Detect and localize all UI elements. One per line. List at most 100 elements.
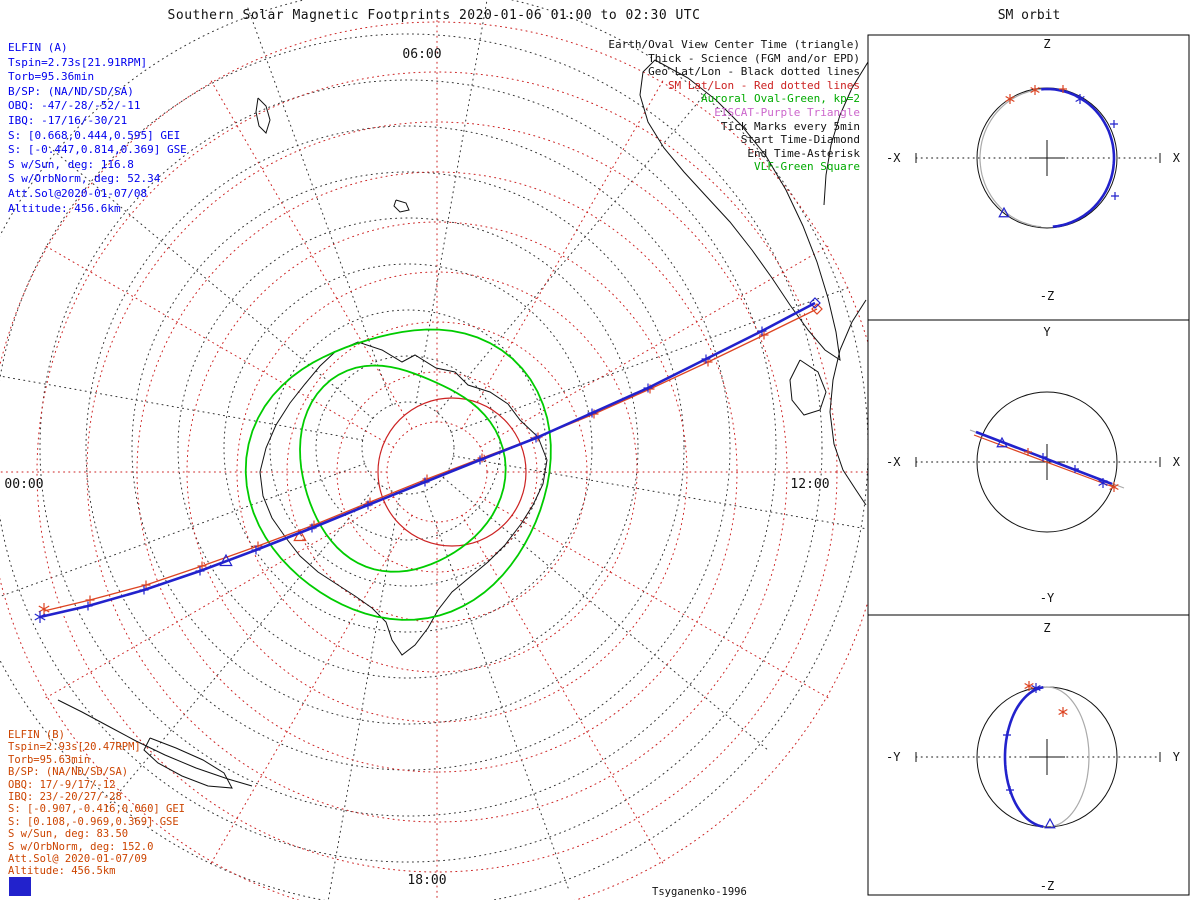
elfin-a-line: S w/Sun, deg: 116.8	[8, 157, 134, 171]
sm-orbit-title: SM orbit	[997, 8, 1061, 23]
axis-label: Z	[1043, 621, 1050, 635]
axis-label: -X	[886, 151, 901, 165]
axis-label: Y	[1043, 325, 1051, 339]
plus-marker	[1059, 85, 1067, 93]
plus-marker	[420, 477, 430, 487]
ast-marker	[1024, 681, 1034, 691]
center-cross	[1029, 739, 1065, 775]
geo-grid-radial	[442, 477, 769, 751]
map-title: Southern Solar Magnetic Footprints 2020-…	[167, 8, 701, 23]
ast-marker	[1058, 707, 1068, 717]
elfin-a-footprint-track	[39, 301, 816, 619]
geo-grid-circle	[269, 309, 547, 587]
legend-line: SM Lat/Lon - Red dotted lines	[667, 78, 860, 92]
sm-grid-radial	[42, 244, 395, 448]
geo-grid-radial	[0, 463, 366, 598]
elfin-a-line: S: [0.668,0.444,0.595] GEI	[8, 128, 181, 142]
elfin-b-line: Tspin=2.93s[20.47RPM]	[8, 741, 141, 754]
geo-grid-radial	[327, 492, 401, 900]
geo-grid-circle	[85, 125, 731, 771]
orbit-science-arc	[1041, 87, 1116, 228]
plus-marker	[475, 455, 485, 465]
geo-grid-circle	[223, 263, 593, 633]
tri-marker	[293, 528, 307, 542]
plus-marker	[1024, 448, 1032, 456]
legend-line: Earth/Oval View Center Time (triangle)	[608, 38, 860, 51]
plus-marker	[251, 545, 261, 555]
coastline	[829, 299, 867, 506]
geo-grid-radial	[415, 0, 488, 404]
elfin-a-line: Altitude: 456.6km	[8, 201, 121, 215]
sm-grid-circle	[136, 171, 738, 773]
center-cross	[1029, 140, 1065, 176]
elfin-a-line: ELFIN (A)	[8, 41, 68, 54]
mlt-label: 00:00	[4, 477, 43, 492]
plus-marker	[139, 585, 149, 595]
coastline	[57, 699, 253, 787]
elfin-b-line: Att.Sol@ 2020-01-07/09	[8, 853, 148, 866]
coastline	[143, 737, 233, 789]
credits-block: Tsyganenko-1996 Created: Mon Jan 23 14:5…	[652, 857, 861, 900]
plus-marker	[701, 354, 711, 364]
ast-marker	[1005, 94, 1015, 104]
plus-marker	[1006, 786, 1014, 794]
tri-marker	[998, 206, 1010, 218]
sm-grid-circle	[286, 321, 588, 623]
geo-grid-radial	[437, 87, 711, 414]
ast-marker	[1030, 85, 1040, 95]
elfin-a-line: IBQ: -17/16/-30/21	[8, 113, 128, 127]
panel-frame	[867, 614, 1190, 896]
geo-grid-radial	[423, 490, 570, 891]
axis-label: -Y	[1040, 591, 1055, 605]
geo-grid-radial	[452, 455, 868, 530]
panel-frame	[867, 319, 1190, 616]
axis-label: X	[1173, 455, 1181, 469]
sm-grid-radial	[461, 514, 665, 867]
orbit-science-line	[975, 430, 1113, 486]
axis-label: Y	[1173, 750, 1181, 764]
plus-marker	[363, 500, 373, 510]
axis-label: -Z	[1040, 879, 1054, 893]
axis-label: -X	[886, 455, 901, 469]
plus-marker	[531, 433, 541, 443]
legend-line: VLF-Green Square	[754, 160, 860, 174]
elfin-a-line: Torb=95.36min	[8, 70, 95, 84]
elfin-a-line: B/SP: (NA/ND/SD/SA)	[8, 84, 134, 98]
elfin-b-line: Torb=95.63min	[8, 753, 91, 766]
sm-pole-circle	[377, 397, 527, 547]
orbit-red-line	[973, 434, 1117, 489]
elfin-b-line: S: [-0.907,-0.416,0.060] GEI	[8, 803, 186, 816]
coastline	[255, 97, 271, 134]
plus-marker	[1111, 192, 1119, 200]
sm-grid-circle	[386, 421, 488, 523]
model-credit: Tsyganenko-1996	[652, 886, 747, 898]
elfin-b-line: ELFIN (B)	[8, 729, 65, 741]
axis-label: -Y	[886, 750, 901, 764]
geo-grid-radial	[246, 5, 393, 406]
sm-orbit-panel-1: Z -Z -X X	[867, 34, 1190, 321]
elfin-b-line: Altitude: 456.5km	[8, 865, 116, 878]
orbit-science-arc	[1003, 686, 1044, 828]
coastline	[823, 61, 868, 206]
blue-square-marker	[9, 877, 31, 896]
sm-grid-radial	[209, 514, 413, 867]
mlt-label: 18:00	[407, 873, 446, 888]
elfin-b-line: S w/Sun, deg: 83.50	[8, 828, 129, 841]
coastline	[789, 359, 827, 416]
geo-grid-circle	[361, 401, 455, 495]
plus-marker	[1071, 465, 1079, 473]
plus-marker	[1003, 731, 1011, 739]
coastline	[393, 199, 410, 213]
mlt-label: 12:00	[790, 477, 829, 492]
legend-block: Earth/Oval View Center Time (triangle) Th…	[608, 38, 860, 174]
plus-marker	[195, 566, 205, 576]
geo-grid-radial	[105, 482, 379, 809]
plus-marker	[83, 601, 93, 611]
ast-marker	[34, 611, 46, 623]
elfin-b-info-block: ELFIN (B) Tspin=2.93s[20.47RPM] Torb=95.63…	[8, 729, 185, 878]
ast-marker	[1031, 683, 1041, 693]
tri-marker	[1044, 817, 1056, 829]
sm-grid-radial	[461, 77, 665, 430]
mlt-label: 06:00	[402, 47, 441, 62]
